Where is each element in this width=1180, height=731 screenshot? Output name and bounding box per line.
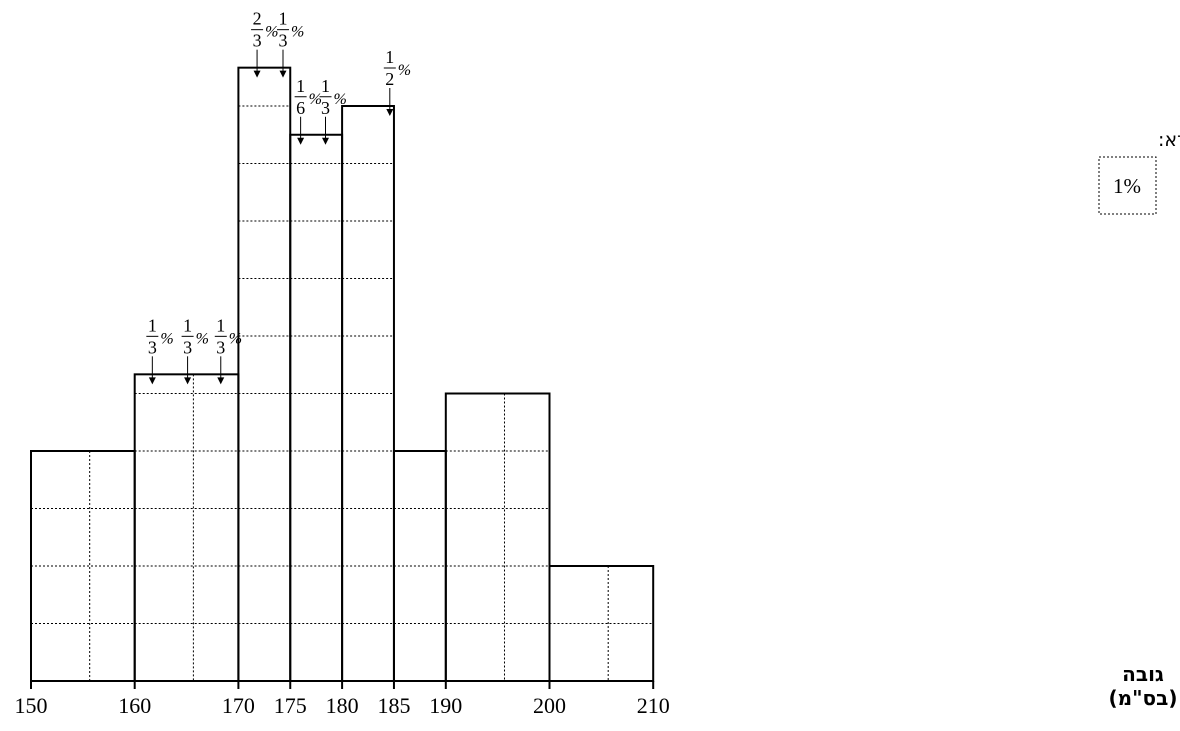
legend-cell-label: 1% xyxy=(1113,174,1141,198)
fraction-numerator: 1 xyxy=(321,76,330,96)
x-tick-labels: 150 160 170 175 180 185 190 200 210 xyxy=(15,681,670,718)
fraction-numerator: 1 xyxy=(278,9,287,29)
bar-layer xyxy=(30,66,655,683)
histogram-bar-2 xyxy=(237,66,292,683)
fraction-unit: % xyxy=(398,62,411,79)
legend-cell xyxy=(1098,156,1157,215)
fraction-unit: % xyxy=(334,91,347,108)
annotation-arrowhead xyxy=(253,70,261,78)
x-tick-label: 160 xyxy=(118,693,151,718)
x-tick-label: 175 xyxy=(274,693,307,718)
fraction-denominator: 6 xyxy=(296,98,305,118)
fraction-denominator: 2 xyxy=(385,69,394,89)
fraction-unit: % xyxy=(196,330,209,347)
histogram-bar-3 xyxy=(289,133,344,682)
fraction-numerator: 1 xyxy=(296,76,305,96)
annotation-arrowhead xyxy=(279,70,287,78)
annotation-arrowhead xyxy=(386,109,394,116)
annotation-fraction: 13% xyxy=(146,315,174,385)
annotation-fraction: 13% xyxy=(214,315,242,385)
histogram-bar-1 xyxy=(133,373,240,682)
annotation-fraction: 23% xyxy=(251,9,278,78)
annotation-arrowhead xyxy=(297,137,305,145)
annotations: 13 %13 %13 %23 %13 %16 %13 %12% xyxy=(146,9,411,385)
annotation-arrowhead xyxy=(322,137,330,145)
x-tick-label: 185 xyxy=(377,693,410,718)
annotation-fraction: 16% xyxy=(294,76,322,145)
fraction-unit: % xyxy=(229,330,242,347)
annotation-arrowhead xyxy=(184,377,192,385)
annotation-arrowhead xyxy=(217,377,225,385)
fraction-unit: % xyxy=(160,330,173,347)
fraction-denominator: 3 xyxy=(253,31,262,51)
annotation-fraction: 13% xyxy=(319,76,347,145)
fraction-denominator: 3 xyxy=(278,31,287,51)
fraction-numerator: 1 xyxy=(385,47,394,67)
fraction-denominator: 3 xyxy=(216,337,225,357)
fraction-numerator: 1 xyxy=(183,315,192,335)
fraction-unit: % xyxy=(265,24,278,41)
fraction-denominator: 3 xyxy=(321,98,330,118)
x-tick-label: 150 xyxy=(15,693,48,718)
x-tick-label: 170 xyxy=(222,693,255,718)
fraction-denominator: 3 xyxy=(183,337,192,357)
x-tick-label: 210 xyxy=(637,693,670,718)
histogram-bar-6 xyxy=(444,392,551,682)
annotation-arrowhead xyxy=(148,377,156,385)
x-axis-title-line1: גובה xyxy=(1122,662,1164,686)
x-axis-title-line2: (בס"מ) xyxy=(1109,686,1178,710)
fraction-unit: % xyxy=(309,91,322,108)
fraction-numerator: 1 xyxy=(216,315,225,335)
legend: מקרא: 1% xyxy=(1098,129,1180,215)
legend-title: מקרא: xyxy=(1158,129,1180,151)
annotation-fraction: 12% xyxy=(383,47,411,116)
annotation-fraction: 13% xyxy=(276,9,304,78)
grid-layer xyxy=(31,105,654,681)
fraction-denominator: 3 xyxy=(148,337,157,357)
x-tick-label: 180 xyxy=(326,693,359,718)
x-tick-label: 190 xyxy=(429,693,462,718)
fraction-numerator: 2 xyxy=(253,9,262,29)
fraction-unit: % xyxy=(291,24,304,41)
x-tick-label: 200 xyxy=(533,693,566,718)
annotation-fraction: 13% xyxy=(181,315,209,385)
fraction-numerator: 1 xyxy=(148,315,157,335)
